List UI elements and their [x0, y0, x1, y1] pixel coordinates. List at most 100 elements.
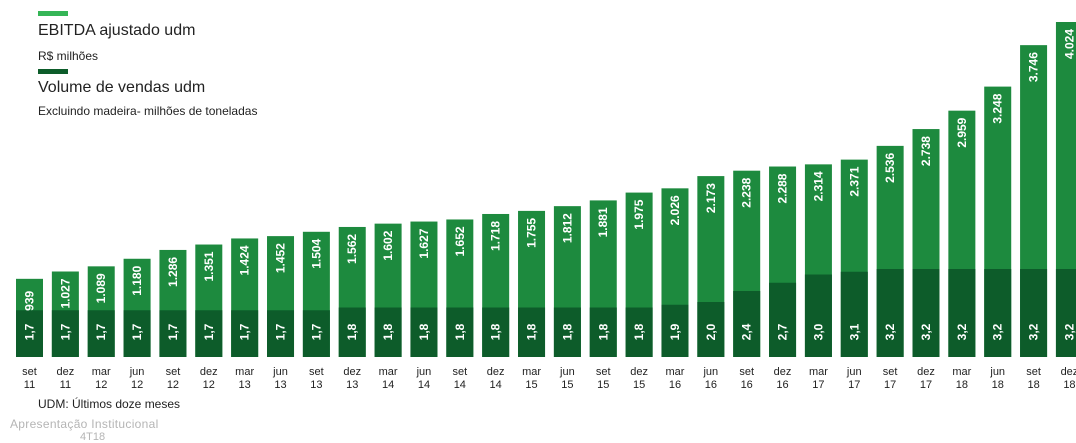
volume-data-label: 3,2	[883, 323, 897, 340]
volume-data-label: 3,2	[955, 323, 969, 340]
x-tick-label-year: 14	[490, 379, 502, 391]
x-tick-label-month: set	[1026, 366, 1041, 378]
x-tick-label-year: 14	[382, 379, 394, 391]
x-tick-label-month: set	[309, 366, 324, 378]
ebitda-data-label: 1.975	[632, 199, 646, 229]
ebitda-data-label: 1.452	[274, 243, 288, 273]
ebitda-data-label: 1.180	[130, 265, 144, 295]
x-tick-label-year: 16	[741, 379, 753, 391]
x-tick-label-month: jun	[272, 366, 288, 378]
volume-bar	[697, 302, 725, 357]
ebitda-data-label: 4.024	[1062, 29, 1076, 59]
ebitda-data-label: 2.173	[704, 183, 718, 213]
ebitda-legend-swatch	[38, 11, 68, 16]
volume-data-label: 3,1	[847, 323, 861, 340]
ebitda-data-label: 1.812	[560, 213, 574, 243]
volume-bar	[446, 307, 474, 357]
x-tick-label-month: jun	[702, 366, 718, 378]
x-tick-label-year: 15	[633, 379, 645, 391]
volume-data-label: 1,7	[309, 323, 323, 340]
volume-bar	[195, 310, 223, 357]
volume-bar	[410, 307, 438, 357]
x-tick-label-month: set	[22, 366, 37, 378]
x-tick-label-month: mar	[952, 366, 971, 378]
volume-bar	[338, 307, 366, 357]
x-tick-label-year: 11	[24, 379, 35, 391]
ebitda-data-label: 2.959	[955, 117, 969, 147]
volume-data-label: 1,8	[525, 323, 539, 340]
volume-bar	[840, 271, 868, 357]
ebitda-data-label: 2.238	[740, 177, 754, 207]
volume-bar	[984, 269, 1012, 357]
volume-data-label: 1,7	[23, 323, 37, 340]
x-tick-label-year: 13	[310, 379, 322, 391]
volume-data-label: 3,2	[991, 323, 1005, 340]
volume-bar	[948, 269, 976, 357]
x-tick-label-month: mar	[92, 366, 111, 378]
volume-data-label: 1,9	[668, 323, 682, 340]
footer-period: 4T18	[80, 431, 106, 443]
volume-bar	[1020, 269, 1048, 357]
x-tick-label-month: jun	[129, 366, 145, 378]
x-tick-label-month: jun	[416, 366, 432, 378]
x-tick-label-month: mar	[522, 366, 541, 378]
x-tick-label-year: 15	[525, 379, 537, 391]
x-tick-label-year: 11	[60, 379, 71, 391]
volume-bar	[769, 282, 797, 357]
ebitda-data-label: 1.602	[381, 230, 395, 260]
volume-data-label: 1,7	[274, 323, 288, 340]
ebitda-data-label: 1.627	[417, 228, 431, 258]
x-tick-label-year: 18	[956, 379, 968, 391]
x-tick-label-month: jun	[846, 366, 862, 378]
x-tick-label-year: 18	[1063, 379, 1075, 391]
x-tick-label-month: dez	[1061, 366, 1076, 378]
x-tick-label-month: set	[166, 366, 181, 378]
x-tick-label-year: 16	[776, 379, 788, 391]
x-tick-label-year: 17	[812, 379, 824, 391]
volume-data-label: 3,0	[811, 323, 825, 340]
ebitda-data-label: 2.371	[847, 166, 861, 196]
x-tick-label-month: mar	[235, 366, 254, 378]
ebitda-data-label: 2.026	[668, 195, 682, 225]
x-tick-label-year: 13	[346, 379, 358, 391]
x-tick-label-month: dez	[630, 366, 648, 378]
ebitda-data-label: 1.351	[202, 251, 216, 281]
x-tick-label-year: 16	[669, 379, 681, 391]
ebitda-data-label: 1.424	[238, 245, 252, 275]
volume-data-label: 3,2	[1062, 323, 1076, 340]
x-tick-label-year: 15	[597, 379, 609, 391]
volume-data-label: 1,8	[596, 323, 610, 340]
x-tick-label-year: 12	[203, 379, 215, 391]
volume-data-label: 1,7	[130, 323, 144, 340]
x-tick-label-month: dez	[343, 366, 361, 378]
x-tick-label-month: dez	[917, 366, 935, 378]
ebitda-data-label: 2.288	[776, 173, 790, 203]
volume-bar	[374, 307, 402, 357]
volume-bar	[16, 310, 43, 357]
volume-data-label: 1,8	[489, 323, 503, 340]
x-tick-label-year: 18	[1027, 379, 1039, 391]
x-tick-label-year: 13	[274, 379, 286, 391]
ebitda-data-label: 3.248	[991, 93, 1005, 123]
x-tick-label-year: 13	[239, 379, 251, 391]
volume-bar	[661, 304, 689, 357]
volume-bar	[589, 307, 617, 357]
x-tick-label-year: 12	[131, 379, 143, 391]
ebitda-data-label: 2.314	[811, 171, 825, 201]
volume-bar	[625, 307, 653, 357]
volume-bar	[51, 310, 79, 357]
x-tick-label-year: 17	[884, 379, 896, 391]
ebitda-legend-unit: R$ milhões	[38, 49, 99, 63]
x-tick-label-month: jun	[559, 366, 575, 378]
x-tick-label-month: mar	[379, 366, 398, 378]
x-tick-label-year: 16	[705, 379, 717, 391]
volume-bar	[553, 307, 581, 357]
volume-bar	[159, 310, 187, 357]
ebitda-data-label: 1.652	[453, 226, 467, 256]
ebitda-data-label: 2.536	[883, 153, 897, 183]
volume-data-label: 2,4	[740, 323, 754, 340]
volume-data-label: 1,7	[202, 323, 216, 340]
volume-bar	[733, 291, 761, 357]
volume-data-label: 2,0	[704, 323, 718, 340]
